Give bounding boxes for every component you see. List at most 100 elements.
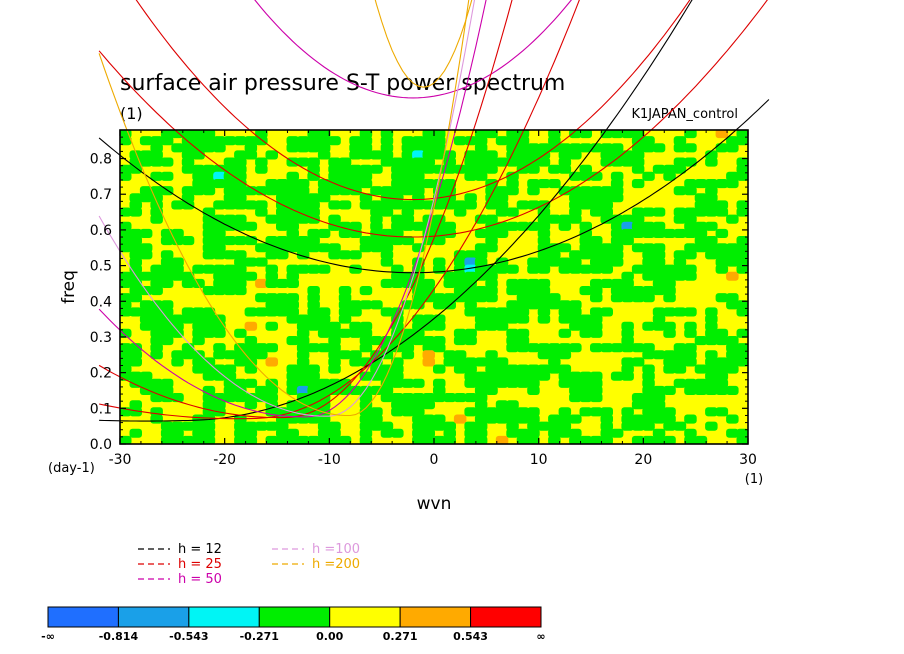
heatmap-cell (548, 136, 561, 146)
heatmap-cell (223, 385, 237, 395)
heatmap-cell (296, 328, 310, 338)
heatmap-cell (558, 264, 572, 274)
heatmap-cell (548, 257, 561, 267)
heatmap-cell (171, 435, 184, 444)
heatmap-cell (527, 200, 540, 210)
heatmap-cell (234, 421, 247, 431)
heatmap-cell (317, 179, 331, 189)
heatmap-cell (610, 193, 624, 203)
heatmap-cell (328, 321, 341, 331)
heatmap-cell (579, 385, 592, 395)
heatmap-cell (286, 435, 299, 444)
dispersion-curve (374, 0, 473, 88)
heatmap-cell (474, 257, 488, 267)
heatmap-cell (181, 193, 195, 203)
heatmap-cell (150, 264, 163, 274)
heatmap-cell (139, 300, 153, 310)
heatmap-cell (506, 307, 519, 317)
heatmap-cell (244, 221, 258, 231)
heatmap-cell (422, 136, 435, 146)
heatmap-cell (642, 221, 655, 231)
heatmap-cell (485, 293, 498, 303)
heatmap-cell (234, 393, 247, 403)
heatmap-cell (307, 385, 320, 395)
heatmap-cell (139, 157, 153, 167)
heatmap-cell (736, 171, 748, 181)
heatmap-cell (244, 393, 258, 403)
heatmap-cell (160, 171, 174, 181)
heatmap-cell (181, 278, 195, 288)
heatmap-cell (558, 157, 572, 167)
heatmap-cell (213, 200, 226, 210)
heatmap-cell (150, 343, 163, 353)
heatmap-cell (129, 371, 142, 381)
heatmap-cell (726, 271, 739, 281)
heatmap-cell (453, 364, 467, 374)
heatmap-cell (265, 393, 278, 403)
heatmap-cell (537, 157, 551, 167)
heatmap-cell (569, 371, 582, 381)
heatmap-cell (244, 236, 258, 246)
heatmap-cell (412, 164, 425, 174)
heatmap-cell (443, 228, 456, 238)
heatmap-cell (338, 435, 352, 444)
heatmap-cell (359, 407, 373, 417)
heatmap-cell (412, 200, 425, 210)
heatmap-cell (694, 378, 708, 388)
heatmap-cell (139, 136, 153, 146)
heatmap-cell (150, 378, 163, 388)
heatmap-cell (433, 179, 446, 189)
heatmap-cell (433, 343, 446, 353)
heatmap-cell (150, 350, 163, 360)
heatmap-cell (516, 364, 530, 374)
heatmap-cell (516, 278, 530, 288)
heatmap-cell (265, 271, 278, 281)
heatmap-cell (422, 164, 435, 174)
heatmap-cell (537, 264, 551, 274)
y-tick-label: 0.3 (90, 330, 112, 346)
heatmap-cell (569, 207, 582, 217)
heatmap-cell (516, 143, 530, 153)
heatmap-cell (464, 200, 477, 210)
heatmap-cell (422, 350, 435, 360)
heatmap-cell (579, 378, 592, 388)
heatmap-cell (328, 357, 341, 367)
heatmap-cell (181, 350, 195, 360)
heatmap-cell (694, 385, 708, 395)
heatmap-cell (474, 357, 488, 367)
heatmap-cell (590, 207, 603, 217)
heatmap-cell (234, 264, 247, 274)
heatmap-cell (391, 393, 404, 403)
heatmap-cell (265, 179, 278, 189)
heatmap-cell (663, 278, 676, 288)
heatmap-cell (202, 428, 216, 438)
heatmap-cell (537, 314, 551, 324)
heatmap-cell (213, 236, 226, 246)
heatmap-cell (433, 421, 446, 431)
heatmap-cell (474, 314, 488, 324)
heatmap-cell (202, 164, 216, 174)
heatmap-cell (317, 150, 331, 160)
heatmap-cell (234, 278, 247, 288)
heatmap-cell (307, 130, 320, 139)
heatmap-cell (255, 278, 268, 288)
heatmap-cell (328, 350, 341, 360)
heatmap-cell (631, 400, 645, 410)
heatmap-cell (370, 200, 383, 210)
heatmap-cell (370, 228, 383, 238)
heatmap-cell (694, 228, 708, 238)
heatmap-cell (715, 130, 729, 139)
heatmap-cell (495, 264, 509, 274)
heatmap-cell (652, 400, 666, 410)
heatmap-cell (150, 314, 163, 324)
heatmap-cell (307, 435, 320, 444)
heatmap-cell (234, 271, 247, 281)
heatmap-cell (516, 130, 530, 139)
heatmap-cell (631, 243, 645, 253)
heatmap-cell (160, 271, 174, 281)
heatmap-cell (527, 371, 540, 381)
heatmap-cell (422, 414, 435, 424)
heatmap-cell (380, 307, 394, 317)
colorbar-label: -0.814 (99, 630, 139, 643)
heatmap-cell (590, 378, 603, 388)
